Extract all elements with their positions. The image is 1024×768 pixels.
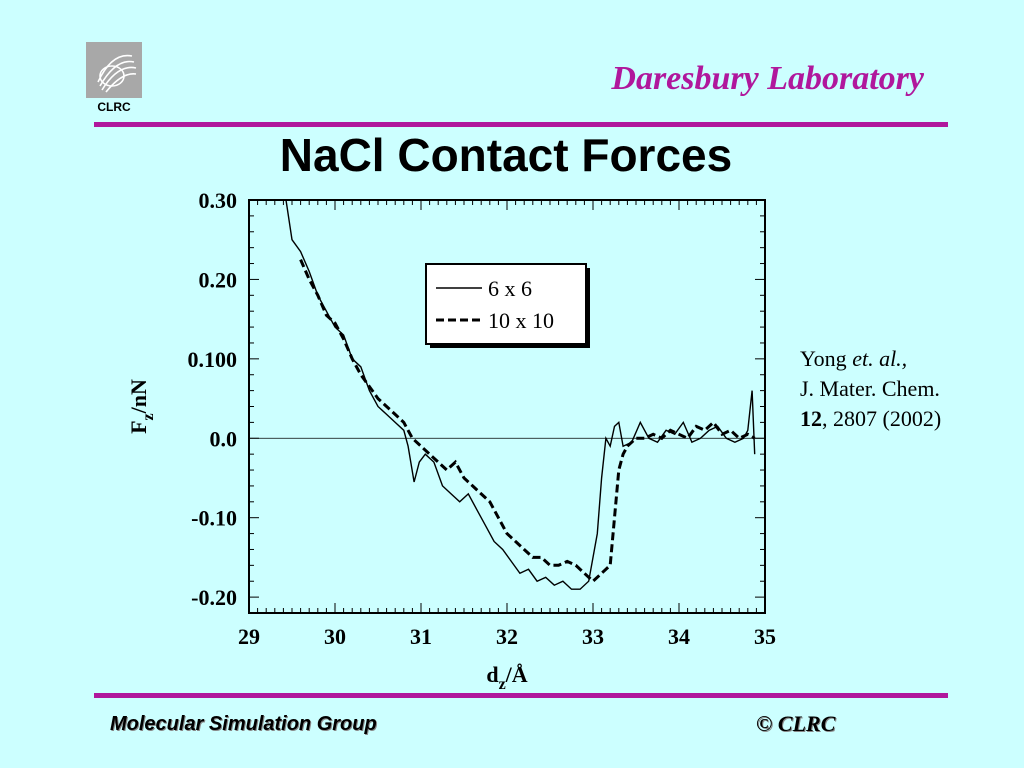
bottom-divider — [94, 693, 948, 698]
y-tick-label: 0.100 — [188, 347, 238, 372]
x-tick-label: 32 — [496, 624, 518, 649]
x-tick-label: 34 — [668, 624, 690, 649]
series-line-2 — [299, 259, 756, 584]
top-divider — [94, 122, 948, 127]
x-tick-label: 29 — [238, 624, 260, 649]
reference-pages-year: , 2807 (2002) — [822, 406, 942, 431]
logo-text: CLRC — [97, 100, 131, 114]
lab-name: Daresbury Laboratory — [611, 60, 924, 97]
legend-label-1: 6 x 6 — [488, 276, 532, 301]
y-tick-label: 0.0 — [210, 426, 238, 451]
logo-swirl — [97, 54, 137, 93]
reference-line-3: 12, 2807 (2002) — [800, 404, 941, 434]
legend-label-2: 10 x 10 — [488, 308, 554, 333]
y-tick-label: 0.30 — [199, 188, 238, 213]
page-title: NaCl Contact Forces — [279, 129, 733, 181]
footer-group-name: Molecular Simulation Group — [110, 713, 377, 735]
reference-author: Yong — [800, 346, 847, 371]
y-axis-title: Fz/nN — [126, 379, 157, 434]
x-tick-label: 30 — [324, 624, 346, 649]
x-tick-label: 35 — [754, 624, 776, 649]
y-tick-label: 0.20 — [199, 267, 238, 292]
reference-etal: et. al., — [852, 346, 908, 371]
plot-frame — [248, 199, 766, 614]
reference-block: Yong et. al., J. Mater. Chem. 12, 2807 (… — [800, 344, 941, 434]
series-line-1 — [285, 200, 756, 590]
footer-copyright: © CLRC — [756, 711, 836, 736]
legend-box — [425, 263, 587, 345]
clrc-logo: CLRC — [86, 42, 142, 114]
y-tick-label: -0.20 — [191, 585, 237, 610]
reference-line-1: Yong et. al., — [800, 344, 941, 374]
reference-volume: 12 — [800, 406, 822, 431]
y-tick-label: -0.10 — [191, 506, 237, 531]
x-tick-label: 33 — [582, 624, 604, 649]
x-axis-title: dz/Å — [486, 662, 527, 693]
x-tick-label: 31 — [410, 624, 432, 649]
reference-journal: J. Mater. Chem. — [800, 376, 940, 401]
logo-square — [86, 42, 142, 98]
